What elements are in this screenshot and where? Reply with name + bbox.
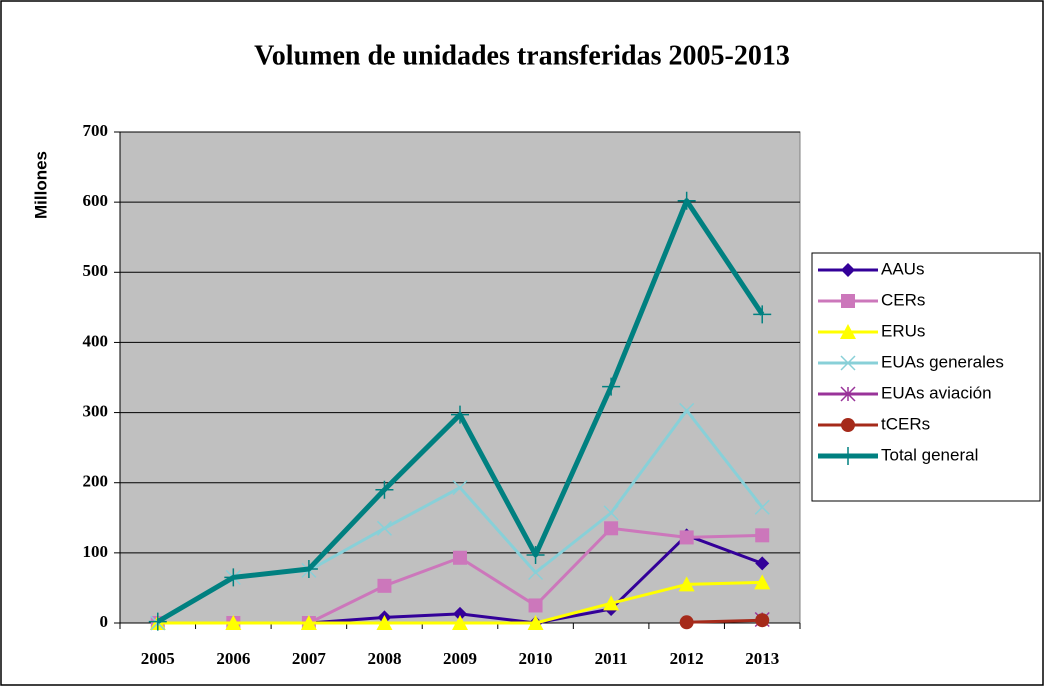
marker (603, 595, 620, 611)
legend-label: CERs (881, 290, 925, 309)
x-tick-label: 2005 (141, 649, 175, 668)
marker (526, 545, 545, 564)
y-tick-label: 400 (83, 331, 109, 350)
marker (528, 598, 543, 613)
x-tick-label: 2010 (519, 649, 553, 668)
marker (603, 505, 619, 521)
x-tick-label: 2011 (595, 649, 628, 668)
marker (451, 405, 469, 424)
marker (375, 480, 394, 499)
marker (602, 377, 621, 396)
y-tick-label: 500 (83, 261, 109, 280)
y-tick-label: 600 (83, 191, 109, 210)
marker (528, 564, 544, 581)
marker (841, 418, 855, 432)
marker (604, 521, 619, 536)
legend-label: EUAs generales (881, 352, 1004, 371)
marker (453, 550, 467, 565)
marker (754, 499, 770, 515)
series-line (686, 618, 763, 624)
marker (754, 574, 771, 590)
legend-label: ERUs (881, 321, 925, 340)
y-tick-label: 700 (83, 121, 109, 140)
marker (148, 612, 167, 631)
x-tick-label: 2012 (670, 649, 704, 668)
marker (453, 606, 467, 621)
x-tick-label: 2013 (745, 649, 779, 668)
marker (677, 191, 696, 210)
chart-title: Volumen de unidades transferidas 2005-20… (254, 40, 790, 71)
plot-area (119, 131, 801, 624)
marker (679, 615, 694, 630)
legend-label: AAUs (881, 259, 924, 278)
marker (452, 615, 468, 630)
marker (224, 568, 243, 587)
y-tick-label: 300 (83, 401, 109, 420)
marker (299, 559, 318, 578)
marker (841, 294, 855, 308)
marker (755, 613, 770, 628)
marker (377, 578, 392, 593)
marker (376, 615, 393, 630)
marker (840, 324, 856, 339)
marker (840, 355, 856, 371)
x-tick-label: 2009 (443, 649, 477, 668)
marker (755, 528, 770, 543)
marker (840, 386, 856, 402)
marker (679, 402, 695, 418)
marker (225, 615, 242, 630)
legend-label: EUAs aviación (881, 383, 992, 402)
marker (452, 480, 468, 496)
legend-label: Total general (881, 445, 978, 464)
marker (753, 305, 772, 324)
marker (841, 263, 855, 277)
marker (755, 556, 770, 571)
x-tick-label: 2006 (216, 649, 250, 668)
y-tick-label: 100 (83, 542, 109, 561)
marker (679, 530, 694, 545)
marker (678, 576, 695, 592)
x-tick-label: 2007 (292, 649, 327, 668)
marker (376, 520, 392, 536)
x-tick-label: 2008 (367, 649, 401, 668)
marker (839, 447, 857, 465)
y-tick-label: 200 (83, 472, 109, 491)
legend-label: tCERs (881, 414, 930, 433)
marker (300, 615, 317, 630)
y-axis-label: Millones (31, 151, 50, 219)
y-tick-label: 0 (100, 612, 109, 631)
marker (527, 615, 544, 630)
